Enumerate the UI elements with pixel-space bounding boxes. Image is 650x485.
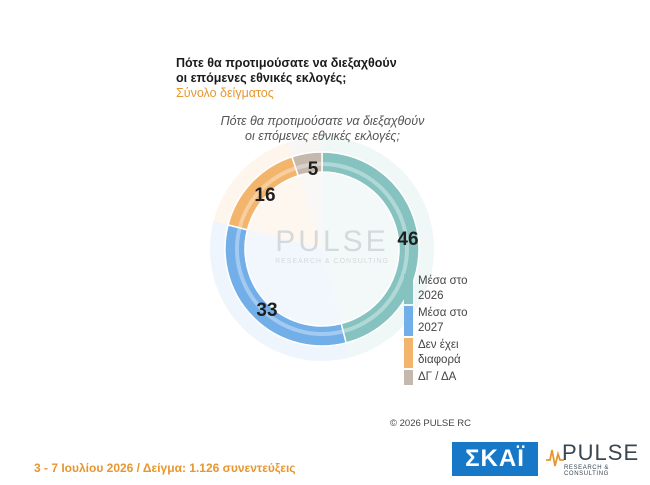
legend-item-1: Μέσα στο 2027 <box>404 306 494 336</box>
chart-title-line-1: Πότε θα προτιμούσατε να διεξαχθούν <box>220 114 425 128</box>
data-label-2: 16 <box>254 185 275 206</box>
donut-inner-1 <box>245 229 342 326</box>
donut-highlight-3 <box>295 162 322 170</box>
donut-slice-3 <box>291 151 323 177</box>
sample-subtitle: Σύνολο δείγματος <box>176 86 274 100</box>
data-label-3: 5 <box>308 159 319 180</box>
donut-highlight-1 <box>234 228 343 337</box>
legend-label-0: Μέσα στο 2026 <box>418 275 468 302</box>
legend-swatch-1 <box>404 306 413 336</box>
data-label-1: 33 <box>256 300 277 321</box>
question-title-line-2: οι επόμενες εθνικές εκλογές; <box>176 71 347 85</box>
chart-legend: Μέσα στο 2026 Μέσα στο 2027 Δεν έχει διαφορά Δ… <box>404 274 494 387</box>
footer-date-sample: 3 - 7 Ιουλίου 2026 / Δείγμα: 1.126 συνεν… <box>34 461 296 475</box>
legend-label-3: ΔΓ / ΔΑ <box>418 371 457 383</box>
legend-label-1: Μέσα στο 2027 <box>418 307 468 334</box>
pulse-wave-icon <box>546 449 564 467</box>
donut-inner-0 <box>322 172 399 324</box>
copyright-text: © 2026 PULSE RC <box>390 418 471 429</box>
donut-inner-2 <box>247 175 322 249</box>
skai-logo: ΣΚΑΪ <box>452 442 538 476</box>
pulse-logo-sub: RESEARCH & CONSULTING <box>564 465 610 477</box>
question-title-line-1: Πότε θα προτιμούσατε να διεξαχθούν <box>176 56 397 70</box>
donut-halo-2 <box>213 142 293 225</box>
data-label-0: 46 <box>397 229 418 250</box>
donut-halo-1 <box>210 221 350 362</box>
pulse-logo-name: PULSE <box>562 440 640 465</box>
legend-item-2: Δεν έχει διαφορά <box>404 338 494 368</box>
watermark-sub: RESEARCH & CONSULTING <box>275 258 389 265</box>
legend-swatch-2 <box>404 338 413 368</box>
legend-item-0: Μέσα στο 2026 <box>404 274 494 304</box>
legend-swatch-0 <box>404 274 413 304</box>
chart-title: Πότε θα προτιμούσατε να διεξαχθούν οι επ… <box>200 114 445 144</box>
legend-item-3: ΔΓ / ΔΑ <box>404 370 494 385</box>
pulse-watermark: PULSE RESEARCH & CONSULTING <box>262 225 402 266</box>
legend-label-2: Δεν έχει διαφορά <box>418 339 461 366</box>
chart-title-line-2: οι επόμενες εθνικές εκλογές; <box>245 129 400 143</box>
legend-swatch-3 <box>404 370 413 385</box>
watermark-name: PULSE <box>275 225 389 258</box>
donut-inner-3 <box>298 172 322 249</box>
question-title: Πότε θα προτιμούσατε να διεξαχθούν οι επ… <box>176 56 436 101</box>
